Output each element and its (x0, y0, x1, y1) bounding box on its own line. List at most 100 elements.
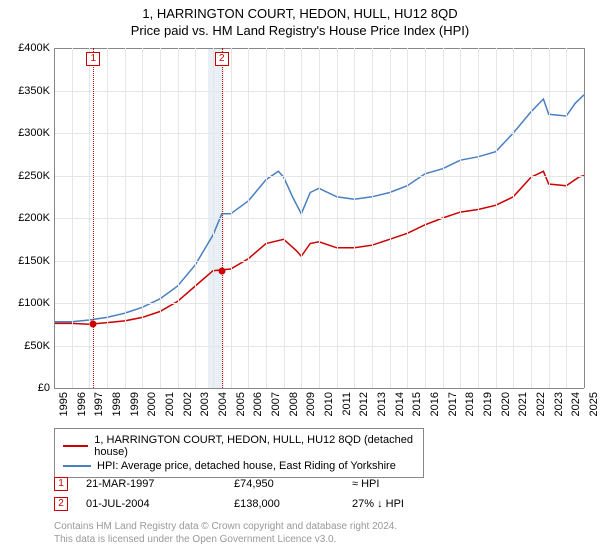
x-axis-label: 1995 (58, 392, 70, 416)
legend-swatch (63, 465, 91, 467)
x-axis-label: 2024 (570, 392, 582, 416)
x-axis-label: 2012 (358, 392, 370, 416)
gridline (160, 48, 161, 388)
x-axis-label: 2001 (164, 392, 176, 416)
transaction-row: 2 01-JUL-2004 £138,000 27% ↓ HPI (54, 494, 472, 514)
y-axis-label: £300K (0, 127, 50, 139)
x-axis-label: 2006 (252, 392, 264, 416)
gridline (496, 48, 497, 388)
x-axis-label: 2004 (217, 392, 229, 416)
page-subtitle: Price paid vs. HM Land Registry's House … (0, 21, 600, 38)
transaction-marker-badge: 1 (86, 52, 100, 66)
transaction-price: £138,000 (234, 498, 334, 510)
transaction-marker-badge: 2 (215, 52, 229, 66)
x-axis-label: 2015 (411, 392, 423, 416)
y-axis-label: £0 (0, 382, 50, 394)
transaction-marker-line (93, 48, 94, 388)
gridline (354, 48, 355, 388)
footer-line-2: This data is licensed under the Open Gov… (54, 533, 397, 546)
gridline (72, 48, 73, 388)
legend-label: 1, HARRINGTON COURT, HEDON, HULL, HU12 8… (94, 434, 415, 458)
x-axis-label: 2002 (182, 392, 194, 416)
y-axis-label: £150K (0, 255, 50, 267)
x-axis-label: 2019 (482, 392, 494, 416)
gridline (125, 48, 126, 388)
legend-label: HPI: Average price, detached house, East… (97, 460, 396, 472)
transaction-diff: 27% ↓ HPI (352, 498, 472, 510)
transaction-diff: ≈ HPI (352, 478, 472, 490)
transaction-marker-line (222, 48, 223, 388)
y-axis-label: £400K (0, 42, 50, 54)
y-axis-label: £200K (0, 212, 50, 224)
chart: £0£50K£100K£150K£200K£250K£300K£350K£400… (0, 48, 600, 418)
x-axis-label: 1997 (93, 392, 105, 416)
gridline (248, 48, 249, 388)
gridline (460, 48, 461, 388)
y-axis-label: £250K (0, 170, 50, 182)
x-axis-label: 2005 (235, 392, 247, 416)
gridline (443, 48, 444, 388)
x-axis-label: 1996 (76, 392, 88, 416)
x-axis-label: 2016 (429, 392, 441, 416)
x-axis-label: 2003 (199, 392, 211, 416)
footer-attribution: Contains HM Land Registry data © Crown c… (54, 520, 397, 546)
plot-area: 12 (54, 48, 584, 388)
y-axis-label: £350K (0, 85, 50, 97)
legend: 1, HARRINGTON COURT, HEDON, HULL, HU12 8… (54, 428, 424, 478)
page-title: 1, HARRINGTON COURT, HEDON, HULL, HU12 8… (0, 0, 600, 21)
gridline (54, 48, 55, 388)
transaction-price: £74,950 (234, 478, 334, 490)
gridline (266, 48, 267, 388)
x-axis-label: 2010 (323, 392, 335, 416)
gridline (319, 48, 320, 388)
x-axis-label: 2014 (394, 392, 406, 416)
legend-row: HPI: Average price, detached house, East… (63, 459, 415, 473)
transaction-badge: 2 (54, 497, 68, 511)
transactions-table: 1 21-MAR-1997 £74,950 ≈ HPI 2 01-JUL-2004 £138… (54, 474, 472, 514)
x-axis-label: 2011 (341, 392, 353, 416)
gridline (213, 48, 214, 388)
gridline (390, 48, 391, 388)
transaction-marker-dot (218, 267, 225, 274)
gridline (178, 48, 179, 388)
x-axis-label: 2017 (447, 392, 459, 416)
gridline (284, 48, 285, 388)
x-axis-label: 1999 (129, 392, 141, 416)
x-axis-label: 2018 (464, 392, 476, 416)
gridline (584, 48, 585, 388)
gridline (107, 48, 108, 388)
x-axis-label: 2007 (270, 392, 282, 416)
transaction-marker-dot (90, 321, 97, 328)
x-axis-label: 2023 (553, 392, 565, 416)
gridline (89, 48, 90, 388)
transaction-badge: 1 (54, 477, 68, 491)
gridline (54, 388, 584, 389)
footer-line-1: Contains HM Land Registry data © Crown c… (54, 520, 397, 533)
transaction-date: 21-MAR-1997 (86, 478, 216, 490)
gridline (549, 48, 550, 388)
x-axis-label: 2008 (288, 392, 300, 416)
legend-row: 1, HARRINGTON COURT, HEDON, HULL, HU12 8… (63, 433, 415, 459)
gridline (231, 48, 232, 388)
gridline (142, 48, 143, 388)
gridline (372, 48, 373, 388)
transaction-row: 1 21-MAR-1997 £74,950 ≈ HPI (54, 474, 472, 494)
x-axis-label: 1998 (111, 392, 123, 416)
x-axis-label: 2021 (517, 392, 529, 416)
gridline (337, 48, 338, 388)
transaction-date: 01-JUL-2004 (86, 498, 216, 510)
gridline (513, 48, 514, 388)
gridline (195, 48, 196, 388)
x-axis-label: 2025 (588, 392, 600, 416)
x-axis-label: 2022 (535, 392, 547, 416)
gridline (407, 48, 408, 388)
legend-swatch (63, 445, 88, 447)
gridline (301, 48, 302, 388)
gridline (425, 48, 426, 388)
y-axis-label: £100K (0, 297, 50, 309)
x-axis-label: 2009 (305, 392, 317, 416)
x-axis-label: 2013 (376, 392, 388, 416)
gridline (566, 48, 567, 388)
y-axis-label: £50K (0, 340, 50, 352)
gridline (478, 48, 479, 388)
